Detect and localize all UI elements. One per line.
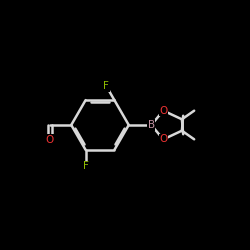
Text: B: B [148, 120, 155, 130]
Text: O: O [159, 106, 168, 116]
Text: O: O [46, 135, 54, 145]
Text: O: O [159, 134, 168, 144]
Text: F: F [83, 161, 88, 171]
Text: F: F [103, 81, 109, 91]
